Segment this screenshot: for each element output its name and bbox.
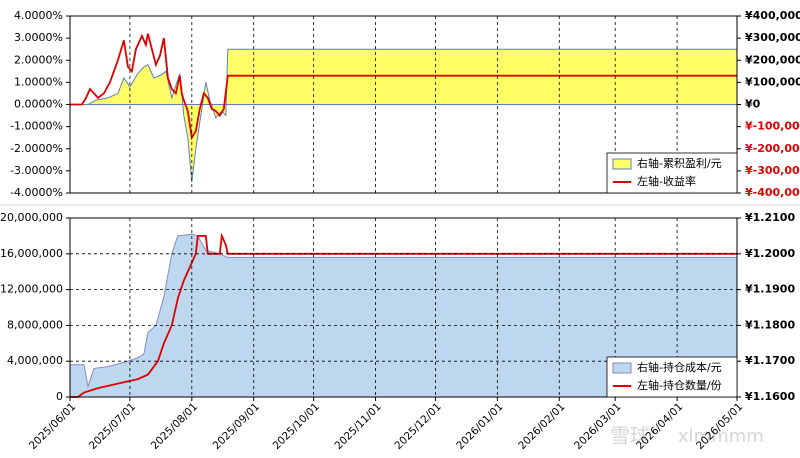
y-tick-label: 0.0000% (14, 98, 63, 111)
y-tick-label: 12,000,000 (0, 283, 63, 296)
y2-tick-label: ¥1.1600 (745, 390, 795, 403)
y2-tick-label: ¥1.1800 (745, 318, 795, 331)
y-tick-label: 4,000,000 (7, 354, 63, 367)
y-tick-label: 20,000,000 (0, 211, 63, 224)
y-tick-label: -2.0000% (10, 142, 63, 155)
y2-tick-label: ¥300,000 (745, 31, 800, 44)
y-tick-label: 3.0000% (14, 31, 63, 44)
watermark-user: xlmmmm (678, 426, 764, 447)
y-tick-label: -4.0000% (10, 186, 63, 199)
watermark: 雪球 xlmmmm (610, 424, 764, 448)
legend-swatch (612, 158, 632, 170)
y2-tick-label: ¥400,000 (745, 9, 800, 22)
legend-label: 左轴-收益率 (637, 174, 696, 188)
y-tick-label: 2.0000% (14, 53, 63, 66)
area (69, 233, 738, 398)
area (70, 48, 738, 182)
y2-tick-label: ¥1.2000 (745, 247, 795, 260)
plot-border (69, 15, 738, 194)
y2-tick-label: ¥1.2100 (745, 211, 795, 224)
legend-swatch (612, 362, 632, 374)
watermark-brand: 雪球 (610, 424, 650, 448)
y-tick-label: -3.0000% (10, 164, 63, 177)
y2-tick-label: ¥-100,000 (745, 120, 800, 133)
y2-tick-label: ¥100,000 (745, 75, 800, 88)
legend: 右轴-累积盈利/元左轴-收益率 (606, 152, 738, 194)
y2-tick-label: ¥-400,000 (745, 186, 800, 199)
y2-tick-label: ¥0 (745, 98, 761, 111)
line (70, 33, 737, 141)
legend-label: 右轴-累积盈利/元 (637, 156, 722, 170)
plot-border (69, 217, 738, 398)
y-tick-label: 1.0000% (14, 75, 63, 88)
y2-tick-label: ¥1.1700 (745, 354, 795, 367)
y-tick-label: 16,000,000 (0, 247, 63, 260)
legend-label: 右轴-持仓成本/元 (637, 360, 722, 374)
y2-tick-label: ¥-200,000 (745, 142, 800, 155)
y-tick-label: -1.0000% (10, 120, 63, 133)
y2-tick-label: ¥-300,000 (745, 164, 800, 177)
legend: 右轴-持仓成本/元左轴-持仓数量/份 (606, 356, 738, 398)
y-tick-label: 0 (56, 390, 63, 403)
y-tick-label: 4.0000% (14, 9, 63, 22)
y2-tick-label: ¥200,000 (745, 53, 800, 66)
y-tick-label: 8,000,000 (7, 318, 63, 331)
legend-label: 左轴-持仓数量/份 (637, 378, 722, 392)
y2-tick-label: ¥1.1900 (745, 283, 795, 296)
